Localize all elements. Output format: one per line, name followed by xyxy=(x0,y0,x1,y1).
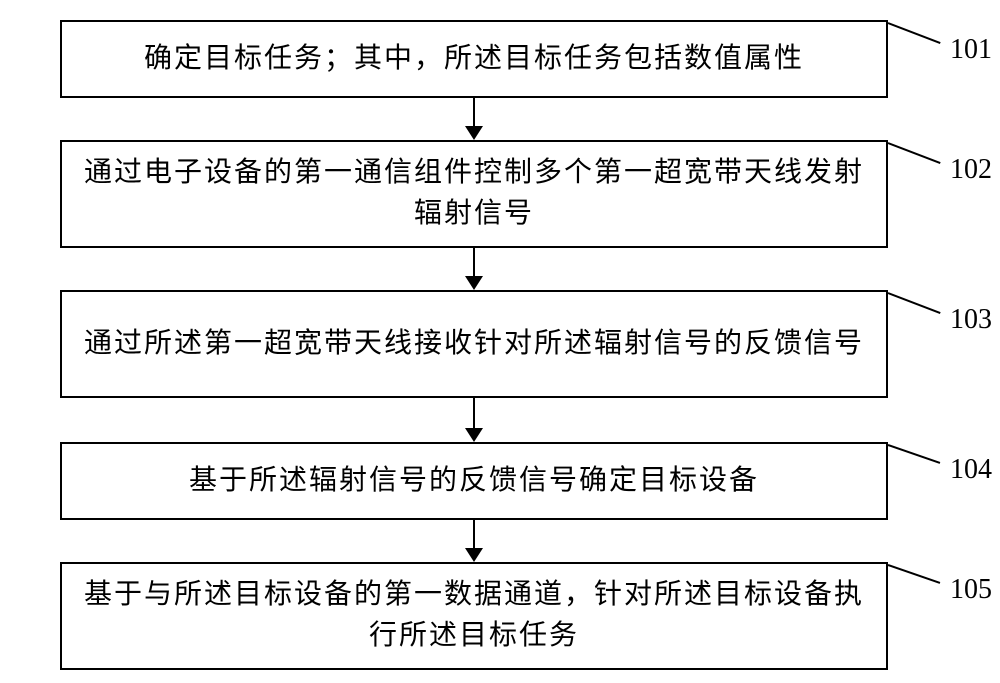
arrow-line xyxy=(473,98,475,128)
step-text: 确定目标任务；其中，所述目标任务包括数值属性 xyxy=(144,39,804,80)
step-label-103: 103 xyxy=(950,304,992,336)
step-box-103: 通过所述第一超宽带天线接收针对所述辐射信号的反馈信号 xyxy=(60,290,888,398)
step-label-102: 102 xyxy=(950,154,992,186)
label-connector xyxy=(888,444,941,464)
step-text: 基于与所述目标设备的第一数据通道，针对所述目标设备执行所述目标任务 xyxy=(82,575,866,656)
step-box-102: 通过电子设备的第一通信组件控制多个第一超宽带天线发射辐射信号 xyxy=(60,140,888,248)
arrow-line xyxy=(473,398,475,430)
step-box-104: 基于所述辐射信号的反馈信号确定目标设备 xyxy=(60,442,888,520)
arrow-head-icon xyxy=(465,428,483,442)
flowchart-canvas: 确定目标任务；其中，所述目标任务包括数值属性 101 通过电子设备的第一通信组件控制… xyxy=(0,0,1000,683)
label-connector xyxy=(888,142,941,164)
step-label-104: 104 xyxy=(950,454,992,486)
step-box-105: 基于与所述目标设备的第一数据通道，针对所述目标设备执行所述目标任务 xyxy=(60,562,888,670)
label-connector xyxy=(888,292,941,314)
arrow-head-icon xyxy=(465,126,483,140)
label-connector xyxy=(888,22,941,44)
step-label-101: 101 xyxy=(950,34,992,66)
step-box-101: 确定目标任务；其中，所述目标任务包括数值属性 xyxy=(60,20,888,98)
arrow-head-icon xyxy=(465,276,483,290)
arrow-line xyxy=(473,520,475,550)
arrow-head-icon xyxy=(465,548,483,562)
arrow-line xyxy=(473,248,475,278)
label-connector xyxy=(888,564,941,584)
step-text: 通过电子设备的第一通信组件控制多个第一超宽带天线发射辐射信号 xyxy=(82,153,866,234)
step-text: 基于所述辐射信号的反馈信号确定目标设备 xyxy=(189,461,759,502)
step-text: 通过所述第一超宽带天线接收针对所述辐射信号的反馈信号 xyxy=(84,324,864,365)
step-label-105: 105 xyxy=(950,574,992,606)
